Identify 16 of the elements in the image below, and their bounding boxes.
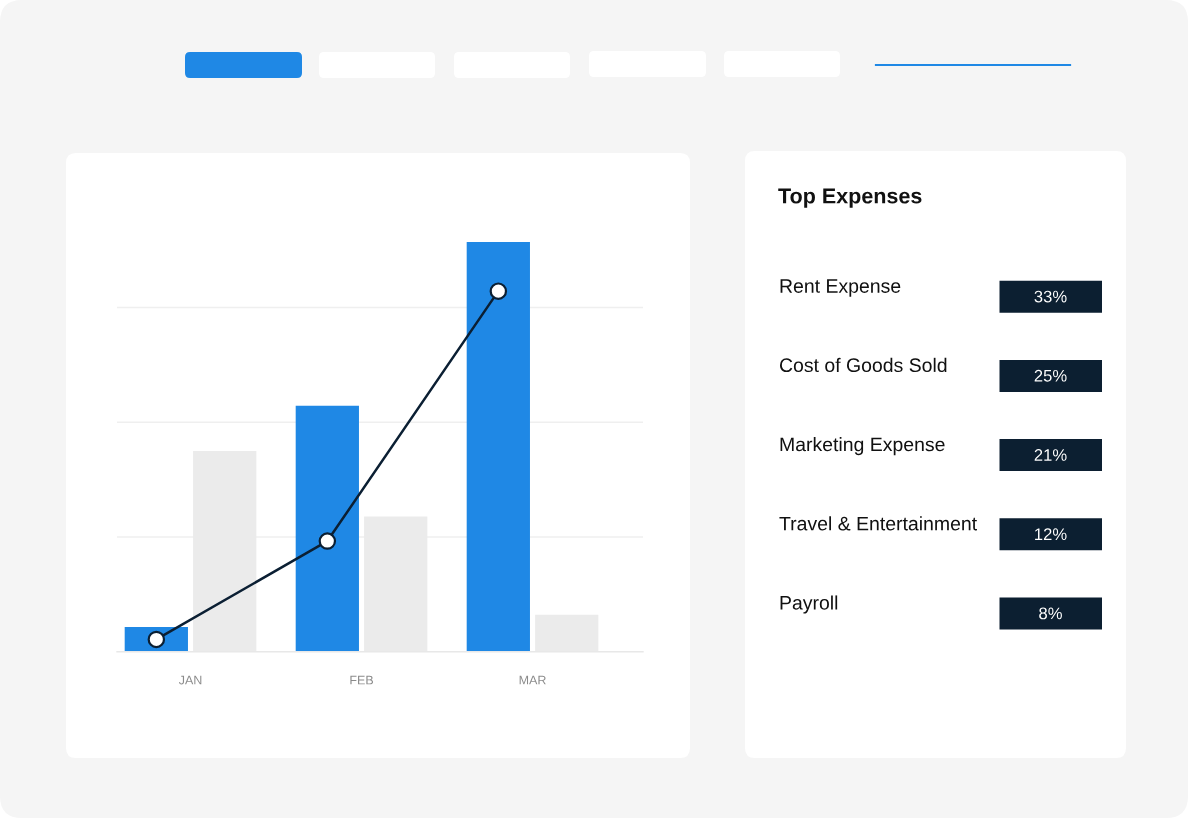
x-tick-label: JAN (178, 675, 202, 685)
category-label: Payroll (780, 595, 838, 614)
text: Top Expenses (778, 188, 922, 208)
x-tick-label: FEB (350, 675, 374, 685)
text: 12% (1035, 528, 1067, 540)
category-label: Rent Expense (780, 279, 901, 297)
category-label: Cost of Goods Sold (779, 357, 947, 373)
text: 8% (1039, 607, 1062, 620)
x-tick-label: MAR (519, 675, 546, 685)
text: 33% (1034, 290, 1067, 303)
category-label: Marketing Expense (780, 437, 945, 456)
text: 25% (1034, 369, 1067, 382)
bar (295, 405, 359, 652)
category-label: Travel & Entertainment (779, 516, 977, 531)
text: 21% (1034, 449, 1067, 461)
bar (466, 241, 530, 652)
